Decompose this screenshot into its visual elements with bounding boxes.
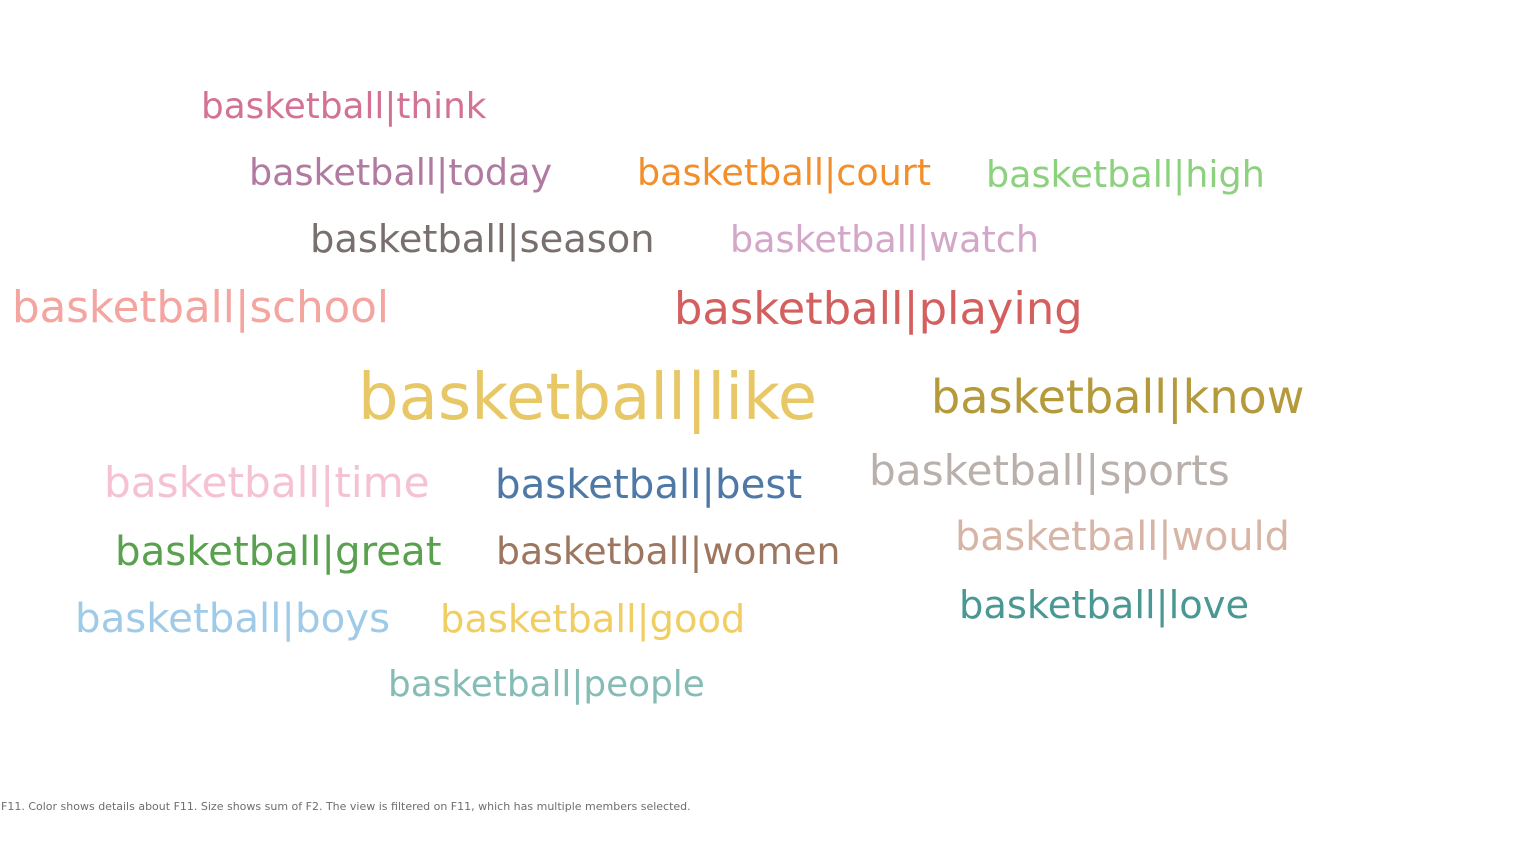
word-would[interactable]: basketball|would	[955, 514, 1290, 560]
word-great[interactable]: basketball|great	[115, 528, 442, 575]
word-watch[interactable]: basketball|watch	[730, 218, 1040, 261]
word-like[interactable]: basketball|like	[358, 361, 818, 435]
word-school[interactable]: basketball|school	[12, 283, 389, 333]
word-best[interactable]: basketball|best	[495, 461, 803, 508]
word-season[interactable]: basketball|season	[310, 217, 655, 262]
word-women[interactable]: basketball|women	[496, 529, 841, 573]
word-think[interactable]: basketball|think	[201, 86, 487, 127]
word-today[interactable]: basketball|today	[249, 151, 553, 194]
word-playing[interactable]: basketball|playing	[674, 282, 1083, 335]
word-good[interactable]: basketball|good	[440, 597, 746, 642]
word-court[interactable]: basketball|court	[637, 151, 932, 194]
word-people[interactable]: basketball|people	[388, 664, 705, 705]
word-time[interactable]: basketball|time	[104, 458, 430, 507]
word-know[interactable]: basketball|know	[931, 370, 1305, 424]
word-boys[interactable]: basketball|boys	[75, 595, 391, 642]
view-caption: F11. Color shows details about F11. Size…	[1, 800, 691, 813]
word-sports[interactable]: basketball|sports	[869, 446, 1230, 495]
word-love[interactable]: basketball|love	[959, 583, 1250, 628]
word-high[interactable]: basketball|high	[986, 153, 1265, 196]
word-cloud: basketball|like basketball|know basketball…	[12, 86, 1305, 705]
